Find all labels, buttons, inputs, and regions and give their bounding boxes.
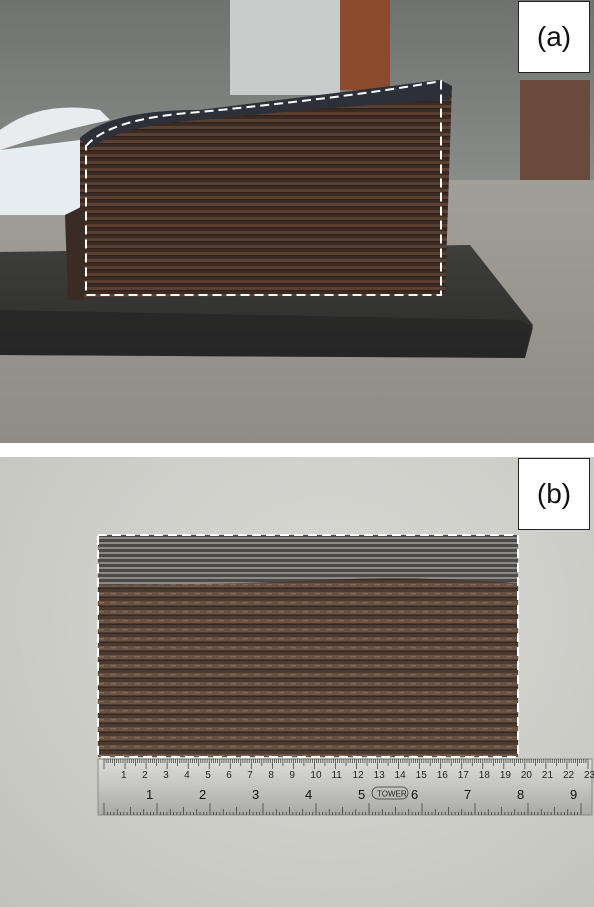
ruler-top-number: 16 xyxy=(437,770,449,781)
ruler-top-number: 20 xyxy=(521,770,533,781)
printed-block xyxy=(80,80,452,297)
ruler-inch-number: 5 xyxy=(358,787,365,802)
background-object xyxy=(520,80,590,185)
ruler-top-number: 3 xyxy=(163,770,169,781)
ruler-inch-number: 4 xyxy=(305,787,312,802)
ruler-inch-number: 8 xyxy=(517,787,524,802)
sample-top-layers xyxy=(98,535,518,585)
ruler-inch-number: 1 xyxy=(146,787,153,802)
ruler-top-number: 21 xyxy=(542,770,554,781)
white-cloth-lower xyxy=(0,140,85,215)
ruler-top-number: 6 xyxy=(226,770,232,781)
dashed-outline-a xyxy=(85,79,442,296)
photo-panel-b: 1 2 3 4 5 6 7 8 9 10 11 12 13 14 15 16 17 18 19 20 21 22 23 1 2 3… xyxy=(0,457,594,907)
ruler-top-number: 14 xyxy=(395,770,407,781)
ruler-top-number: 13 xyxy=(374,770,386,781)
ruler-top-number: 12 xyxy=(353,770,365,781)
window xyxy=(230,0,340,95)
ruler-top-number: 1 xyxy=(121,770,127,781)
ruler-inch-number: 3 xyxy=(252,787,259,802)
ruler-brand-text: TOWER xyxy=(377,790,407,799)
ruler-top-number: 7 xyxy=(247,770,253,781)
ruler-top-number: 23 xyxy=(584,770,594,781)
photo-panel-a: (a) xyxy=(0,0,594,443)
panel-label-a: (a) xyxy=(518,1,590,73)
ruler-top-number: 5 xyxy=(205,770,211,781)
ruler-inch-number: 6 xyxy=(411,787,418,802)
ruler-top-number: 9 xyxy=(289,770,295,781)
ruler-top-number: 22 xyxy=(563,770,575,781)
ruler-top-number: 11 xyxy=(331,770,342,781)
block-top-surface xyxy=(80,80,452,150)
ruler-top-number: 10 xyxy=(310,770,322,781)
ruler-top-number: 17 xyxy=(458,770,470,781)
dashed-outline-b xyxy=(97,534,519,758)
panel-label-b: (b) xyxy=(518,458,590,530)
panel-b-photo: 1 2 3 4 5 6 7 8 9 10 11 12 13 14 15 16 17 18 19 20 21 22 231 2 3… xyxy=(97,534,594,816)
ruler-top-number: 18 xyxy=(479,770,491,781)
ruler-top-number: 4 xyxy=(184,770,190,781)
ruler-top-number: 2 xyxy=(142,770,148,781)
ruler-brand-badge xyxy=(371,786,409,800)
ruler-inch-number: 9 xyxy=(570,787,577,802)
ruler-inch-number: 7 xyxy=(464,787,471,802)
ruler-top-number: 15 xyxy=(416,770,428,781)
ruler-top-number: 19 xyxy=(500,770,512,781)
ruler-inch-number: 2 xyxy=(199,787,206,802)
steel-ruler: 1 2 3 4 5 6 7 8 9 10 11 12 13 14 15 16 17 18 19 20 21 22 231 2 3… xyxy=(97,758,594,816)
panel-a-photo xyxy=(0,0,594,443)
wooden-post xyxy=(340,0,390,90)
ruler-top-number: 8 xyxy=(268,770,274,781)
block-side-drip xyxy=(65,205,85,300)
white-cloth xyxy=(0,107,110,150)
